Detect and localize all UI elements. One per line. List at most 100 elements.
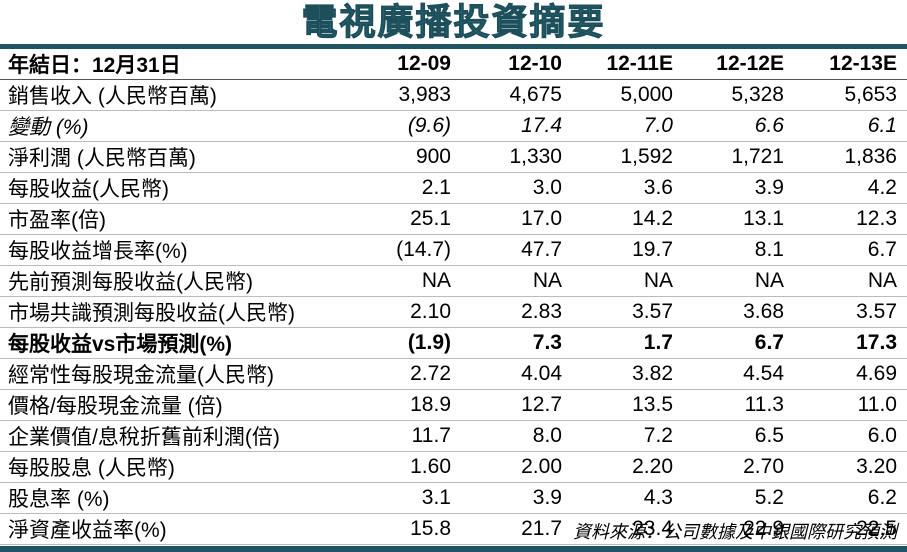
year-header: 12-11E	[572, 49, 683, 80]
table-row: 淨資產收益率(%) 15.8 21.7 23.4 22.9 22.5	[0, 513, 907, 545]
table-row: 價格/每股現金流量 (倍) 18.9 12.7 13.5 11.3 11.0	[0, 389, 907, 421]
table-cell: NA	[572, 265, 683, 297]
table-cell: 8.0	[461, 420, 572, 452]
table-cell: 12.3	[794, 203, 907, 235]
table-cell: 5,000	[572, 79, 683, 111]
table-cell: 3.68	[683, 296, 794, 328]
table-cell: 17.0	[461, 203, 572, 235]
row-label: 淨資產收益率(%)	[0, 513, 350, 545]
table-cell: 12.7	[461, 389, 572, 421]
year-header: 12-10	[461, 49, 572, 80]
table-cell: 1.60	[350, 451, 461, 483]
top-rule	[0, 44, 907, 49]
row-label: 每股股息 (人民幣)	[0, 451, 350, 483]
table-cell: 18.9	[350, 389, 461, 421]
table-cell: 2.00	[461, 451, 572, 483]
table-cell: (1.9)	[350, 327, 461, 359]
table-cell: 3.57	[572, 296, 683, 328]
table-row: 先前預測每股收益(人民幣) NA NA NA NA NA	[0, 265, 907, 297]
table-cell: 5.2	[683, 482, 794, 514]
row-label: 市場共識預測每股收益(人民幣)	[0, 296, 350, 328]
source-note: 資料來源：公司數據及中銀國際研究預測	[573, 522, 897, 542]
row-label: 淨利潤 (人民幣百萬)	[0, 141, 350, 173]
table-header-row: 年結日：12月31日 12-09 12-10 12-11E 12-12E 12-…	[0, 49, 907, 80]
table-cell: 14.2	[572, 203, 683, 235]
table-cell: 25.1	[350, 203, 461, 235]
table-cell: 6.0	[794, 420, 907, 452]
table-row: 股息率 (%) 3.1 3.9 4.3 5.2 6.2	[0, 482, 907, 514]
table-cell: 13.5	[572, 389, 683, 421]
table-cell: 4.69	[794, 358, 907, 390]
table-cell: 2.72	[350, 358, 461, 390]
year-header: 12-09	[350, 49, 461, 80]
table-cell: 13.1	[683, 203, 794, 235]
table-cell: 2.20	[572, 451, 683, 483]
bottom-rule	[0, 546, 907, 552]
row-label: 變動 (%)	[0, 110, 350, 142]
year-header: 12-13E	[794, 49, 907, 80]
row-label: 先前預測每股收益(人民幣)	[0, 265, 350, 297]
table-row: 銷售收入 (人民幣百萬) 3,983 4,675 5,000 5,328 5,653	[0, 79, 907, 111]
table-cell: 2.83	[461, 296, 572, 328]
table-cell: NA	[461, 265, 572, 297]
row-label: 股息率 (%)	[0, 482, 350, 514]
table-row: 經常性每股現金流量(人民幣) 2.72 4.04 3.82 4.54 4.69	[0, 358, 907, 390]
table-cell: 7.2	[572, 420, 683, 452]
table-cell: 11.3	[683, 389, 794, 421]
table-cell: 17.3	[794, 327, 907, 359]
table-cell: 4.2	[794, 172, 907, 204]
table-cell: 1.7	[572, 327, 683, 359]
row-label: 每股收益(人民幣)	[0, 172, 350, 204]
table-cell: (14.7)	[350, 234, 461, 266]
table-cell: 11.7	[350, 420, 461, 452]
table-cell: 2.1	[350, 172, 461, 204]
table-cell: 3.9	[461, 482, 572, 514]
row-label: 價格/每股現金流量 (倍)	[0, 389, 350, 421]
table-cell: 4.04	[461, 358, 572, 390]
table-cell: 23.4	[572, 513, 683, 545]
row-label: 銷售收入 (人民幣百萬)	[0, 79, 350, 111]
page-title: 電視廣播投資摘要	[301, 1, 606, 43]
table-cell: 2.70	[683, 451, 794, 483]
table-cell: 6.6	[683, 110, 794, 142]
table-row: 淨利潤 (人民幣百萬) 900 1,330 1,592 1,721 1,836	[0, 141, 907, 173]
table-cell: 5,653	[794, 79, 907, 111]
row-label: 市盈率(倍)	[0, 203, 350, 235]
row-label: 企業價值/息稅折舊前利潤(倍)	[0, 420, 350, 452]
table-cell: 8.1	[683, 234, 794, 266]
table-cell: NA	[794, 265, 907, 297]
table-cell: 22.5	[794, 513, 907, 545]
table-cell: 6.2	[794, 482, 907, 514]
table-cell: NA	[683, 265, 794, 297]
table-row: 每股收益vs市場預測(%) (1.9) 7.3 1.7 6.7 17.3	[0, 327, 907, 359]
table-cell: 1,836	[794, 141, 907, 173]
table-cell: 3.0	[461, 172, 572, 204]
financial-summary-table: 年結日：12月31日 12-09 12-10 12-11E 12-12E 12-…	[0, 49, 907, 545]
table-cell: 3.1	[350, 482, 461, 514]
table-cell: 3.20	[794, 451, 907, 483]
table-cell: 6.7	[683, 327, 794, 359]
table-cell: 3.82	[572, 358, 683, 390]
table-row: 市場共識預測每股收益(人民幣) 2.10 2.83 3.57 3.68 3.57	[0, 296, 907, 328]
row-label: 每股收益增長率(%)	[0, 234, 350, 266]
table-cell: 900	[350, 141, 461, 173]
table-cell: 3.57	[794, 296, 907, 328]
table-cell: 6.1	[794, 110, 907, 142]
year-header: 12-12E	[683, 49, 794, 80]
table-row: 企業價值/息稅折舊前利潤(倍) 11.7 8.0 7.2 6.5 6.0	[0, 420, 907, 452]
table-row: 變動 (%) (9.6) 17.4 7.0 6.6 6.1	[0, 110, 907, 142]
table-cell: 6.5	[683, 420, 794, 452]
row-label: 每股收益vs市場預測(%)	[0, 327, 350, 359]
table-row: 每股收益增長率(%) (14.7) 47.7 19.7 8.1 6.7	[0, 234, 907, 266]
table-cell: 1,330	[461, 141, 572, 173]
table-cell: 3.6	[572, 172, 683, 204]
table-cell: 7.3	[461, 327, 572, 359]
table-cell: 5,328	[683, 79, 794, 111]
table-cell: 1,721	[683, 141, 794, 173]
table-cell: 17.4	[461, 110, 572, 142]
table-cell: 3,983	[350, 79, 461, 111]
table-cell: 4,675	[461, 79, 572, 111]
table-cell: 47.7	[461, 234, 572, 266]
table-row: 每股收益(人民幣) 2.1 3.0 3.6 3.9 4.2	[0, 172, 907, 204]
table-cell: 11.0	[794, 389, 907, 421]
